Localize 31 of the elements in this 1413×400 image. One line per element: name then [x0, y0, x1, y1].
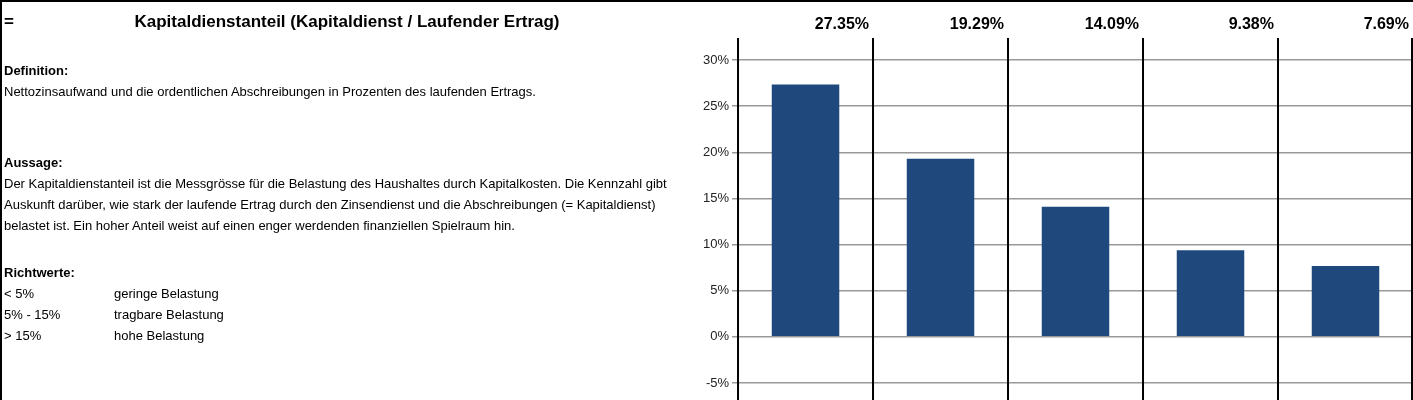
y-tick-label: 10% [702, 236, 730, 252]
text: = [4, 10, 15, 32]
text: Kapitaldienstanteil (Kapitaldienst / Laufender Ertrag) [133, 10, 561, 32]
y-tick-label: 25% [702, 97, 730, 113]
text: Aussage: [4, 154, 64, 172]
bar [906, 158, 975, 337]
text: tragbare Belastung [114, 306, 224, 324]
text: > 15% [4, 327, 43, 345]
bar [1311, 265, 1380, 337]
y-tick-label: 30% [702, 51, 730, 67]
text: Nettozinsaufwand und die ordentlichen Abschreibungen in Prozenten des laufenden Ertrags. [4, 83, 537, 101]
bar [1176, 250, 1245, 337]
data-label: 7.69% [1363, 15, 1409, 33]
y-tick-label: 0% [710, 328, 730, 344]
data-label: 9.38% [1228, 15, 1274, 33]
text: < 5% [4, 285, 35, 303]
data-label: 19.29% [949, 15, 1005, 33]
text: Definition: [4, 62, 70, 80]
bar [1041, 206, 1110, 337]
y-tick-label: 15% [702, 190, 730, 206]
text: Der Kapitaldienstanteil ist die Messgrösse für die Belastung des Haushaltes durch Kapitalkosten. Die Kennzahl gibt Auskunft darüber, wie stark der laufende Ertrag durch den Zinsendienst und die Abschreibungen (= Kapitaldienst) belastet ist. Ein hoher Anteil weist auf einen enger werdenden finanziellen Spielraum hin. [4, 175, 668, 235]
text: 5% - 15% [4, 306, 62, 324]
text: hohe Belastung [114, 327, 205, 345]
text: Richtwerte: [4, 264, 76, 282]
bar [771, 84, 840, 337]
data-label: 14.09% [1084, 15, 1140, 33]
data-label: 27.35% [814, 15, 870, 33]
y-tick-label: -5% [705, 374, 730, 390]
y-tick-label: 5% [710, 282, 730, 298]
y-tick-label: 20% [702, 143, 730, 159]
text: geringe Belastung [114, 285, 219, 303]
